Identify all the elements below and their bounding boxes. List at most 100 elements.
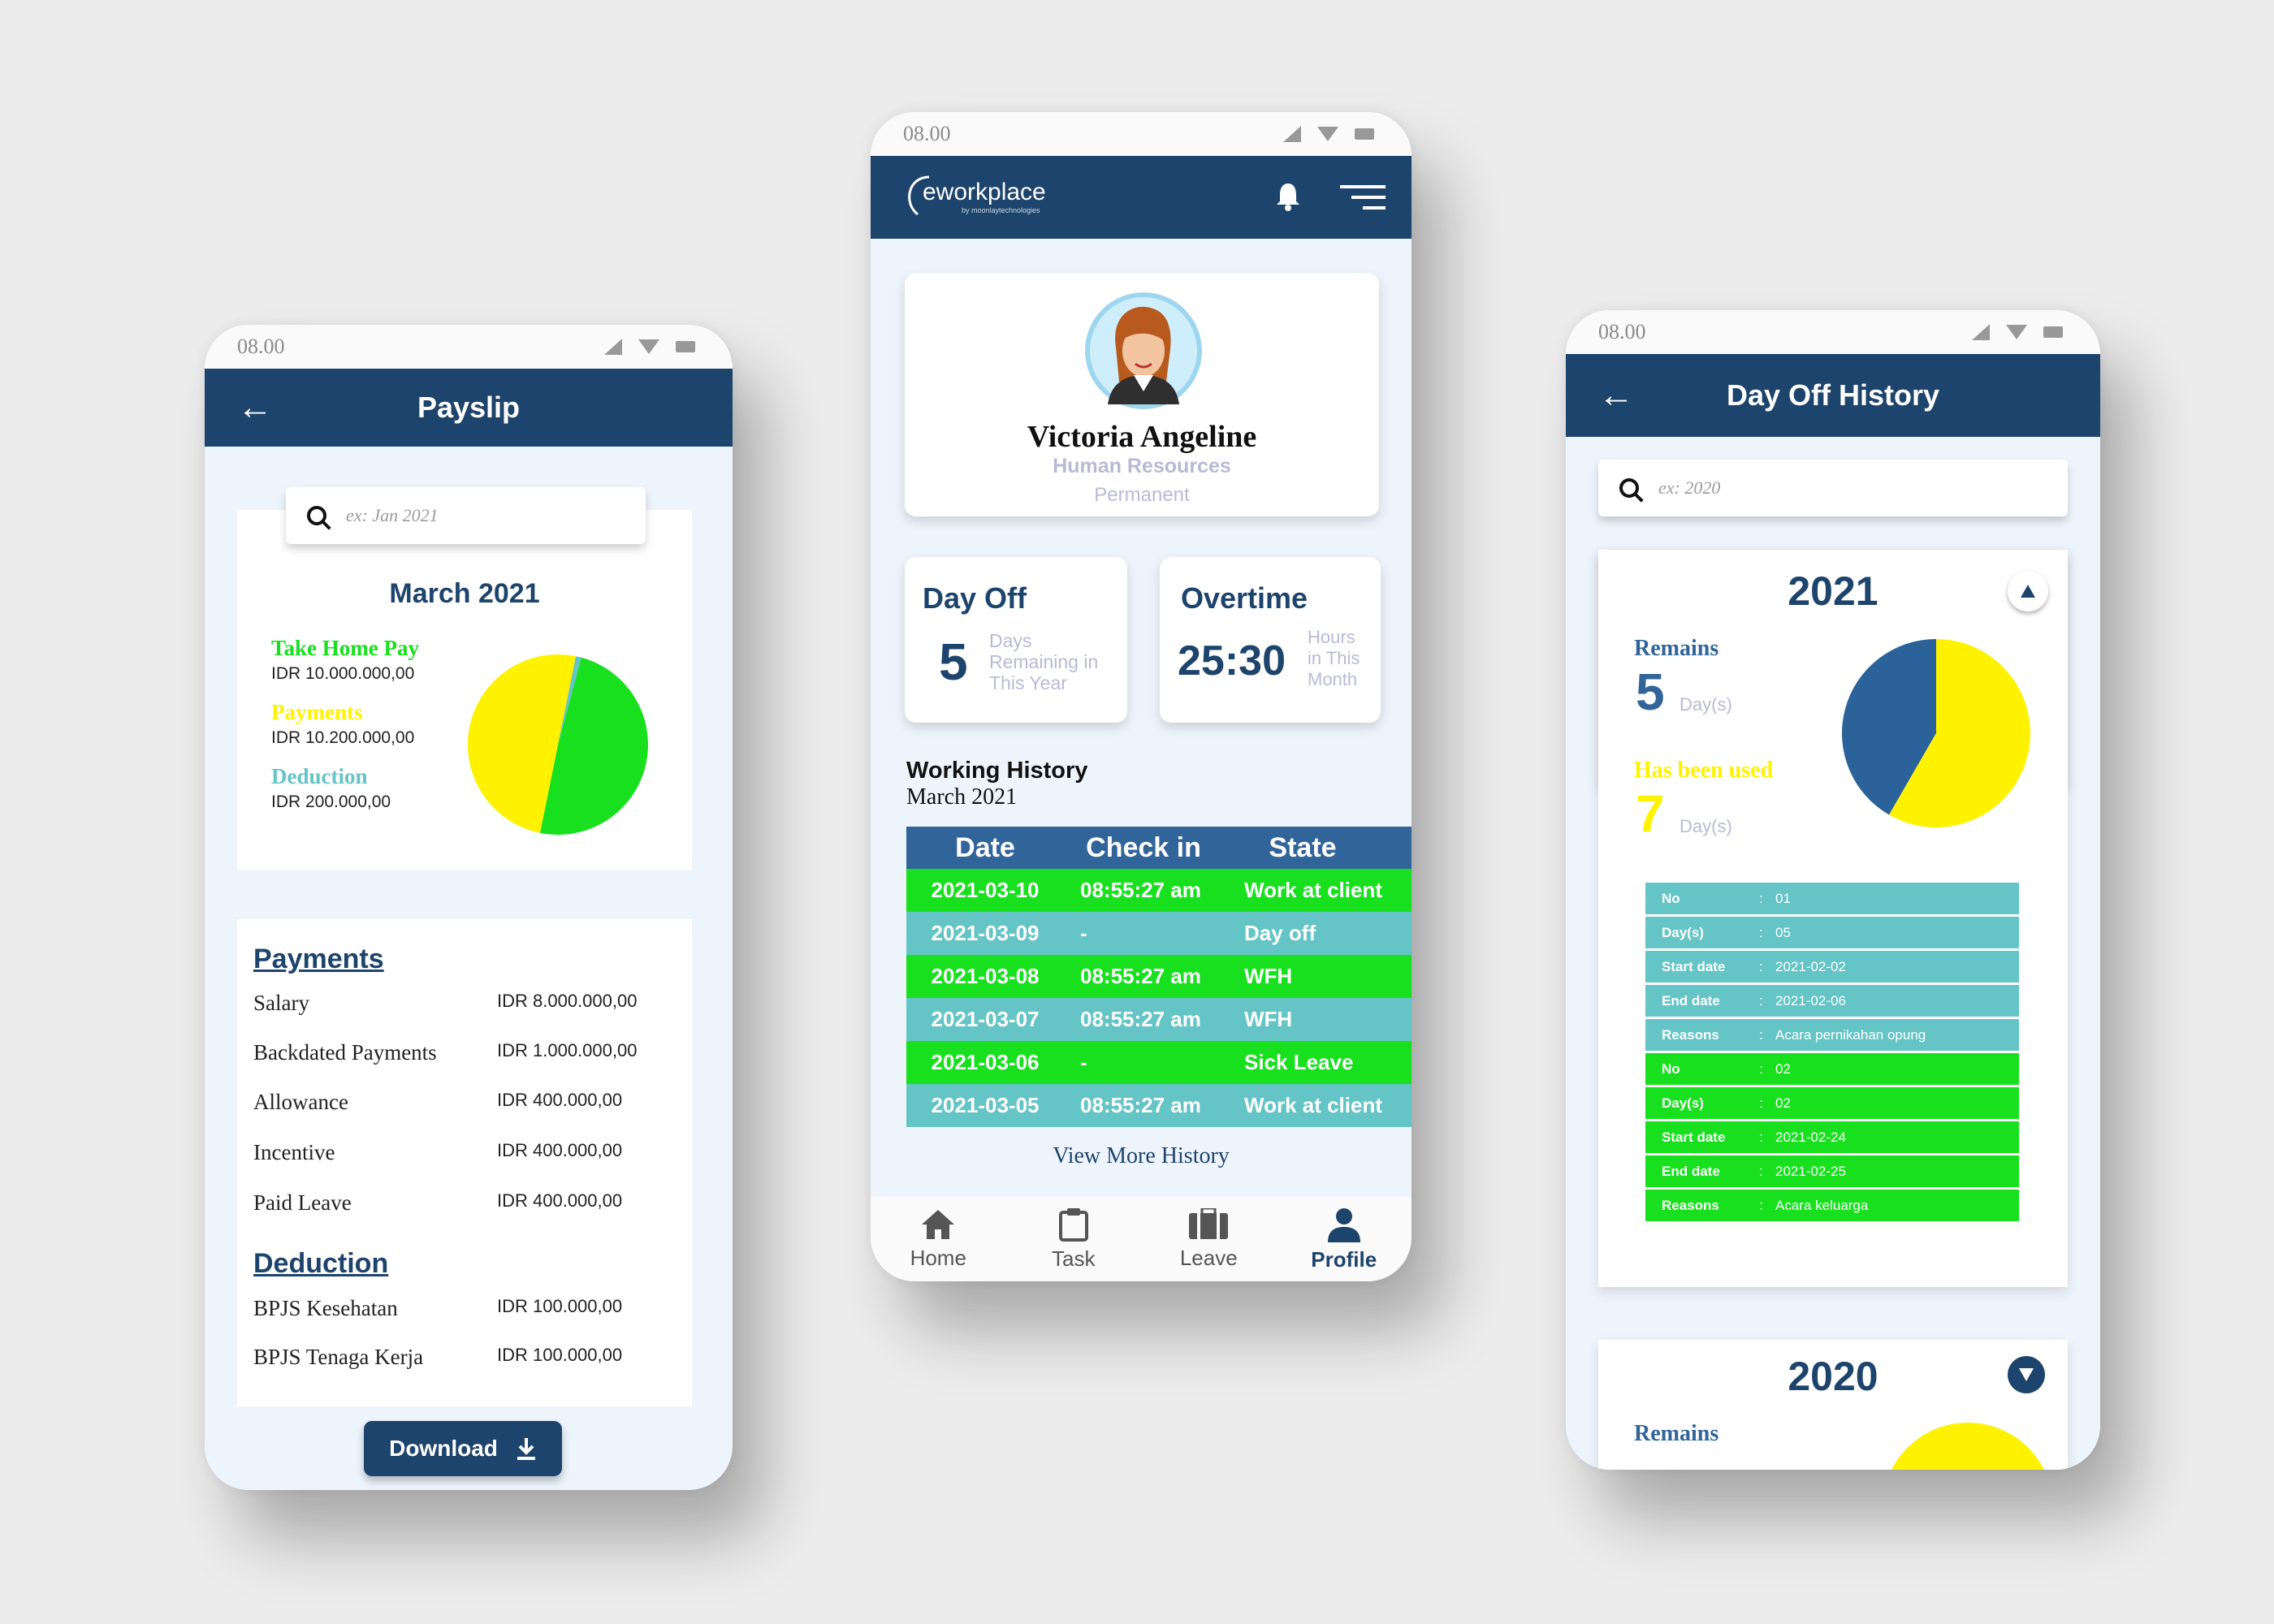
day-off-card[interactable]: Day Off 5 Days Remaining in This Year [905,557,1127,723]
overtime-title: Overtime [1181,581,1308,615]
cell-date: 2021-03-06 [931,1050,1040,1074]
download-icon [517,1438,535,1460]
nav-home[interactable]: Home [871,1197,1006,1281]
item-label: BPJS Kesehatan [253,1296,398,1320]
record-row: End date:2021-02-06 [1645,985,2019,1019]
download-button[interactable]: Download [364,1421,562,1476]
item-label: Paid Leave [253,1190,352,1215]
brand-logo: eworkplace by moonlaytechnologies [906,171,1046,216]
legend-label: Deduction [271,764,368,788]
dayoff-pie-slice-remains [1842,639,1936,815]
wifi-icon [1317,127,1338,141]
table-header: Date Check in State [906,827,1412,869]
dayoff-pie-slice-has-been-used [1889,639,2030,827]
used-value: 7 [1636,784,1665,843]
avatar [1085,292,1202,409]
cell-checkin: 08:55:27 am [1080,878,1201,902]
record-key: Day(s) [1662,1095,1704,1111]
overtime-card[interactable]: Overtime 25:30 Hours in This Month [1160,557,1381,723]
status-time: 08.00 [1598,320,1646,343]
search-icon [1619,478,1639,498]
expand-button[interactable] [2008,1356,2045,1393]
table-row[interactable]: 2021-03-06 - Sick Leave [906,1041,1412,1084]
cell-checkin: - [1080,1050,1087,1074]
logo-swoosh-icon [908,175,930,216]
used-label: Has been used [1634,758,1774,783]
record-key: End date [1662,1163,1720,1179]
legend-deduction: Deduction IDR 200.000,00 [271,764,419,812]
list-item: Allowance IDR 400.000,00 [253,1090,676,1115]
bell-icon[interactable] [1275,182,1301,211]
col-header: State [1269,831,1337,863]
record-value: 2021-02-24 [1775,1129,1846,1145]
cell-checkin: 08:55:27 am [1080,1093,1201,1117]
chevron-down-icon [2019,1368,2034,1381]
table-row[interactable]: 2021-03-10 08:55:27 am Work at client [906,869,1412,912]
legend-take-home: Take Home Pay IDR 10.000.000,00 [271,636,419,684]
clipboard-icon [1058,1207,1088,1242]
col-header: Check in [1086,831,1201,863]
payslip-phone: 08.00 ← Payslip March 2021 Take Home Pay… [205,325,733,1490]
profile-status: Permanent [1094,484,1190,506]
item-label: Backdated Payments [253,1040,437,1065]
item-value: IDR 1.000.000,00 [497,1040,638,1060]
nav-leave[interactable]: Leave [1141,1197,1277,1281]
wifi-icon [2006,325,2027,339]
search-input[interactable]: ex: 2020 [1658,477,1721,498]
item-value: IDR 100.000,00 [497,1296,623,1316]
search-bar[interactable]: ex: Jan 2021 [286,487,646,544]
payslip-pie-slice-deduction [558,656,581,745]
record-value: Acara pernikahan opung [1775,1026,1926,1043]
legend-label: Take Home Pay [271,636,419,660]
back-arrow-icon[interactable]: ← [1598,375,1634,415]
app-header: eworkplace by moonlaytechnologies [871,156,1412,239]
nav-task[interactable]: Task [1006,1197,1142,1281]
table-row[interactable]: 2021-03-05 08:55:27 am Work at client [906,1084,1412,1127]
chevron-up-icon [2021,585,2035,598]
item-value: IDR 8.000.000,00 [497,991,638,1011]
item-label: BPJS Tenaga Kerja [253,1345,424,1369]
record-group[interactable]: No:02 Day(s):02 Start date:2021-02-24 En… [1645,1053,2019,1224]
home-icon [922,1209,955,1239]
nav-profile[interactable]: Profile [1277,1197,1412,1281]
menu-icon[interactable] [1340,185,1386,209]
record-value: Acara keluarga [1775,1197,1869,1213]
search-bar[interactable]: ex: 2020 [1598,460,2068,516]
record-row: End date:2021-02-25 [1645,1155,2019,1190]
search-input[interactable]: ex: Jan 2021 [346,505,439,525]
history-table: Date Check in State 2021-03-10 08:55:27 … [906,827,1412,1127]
nav-label: Task [1052,1246,1096,1271]
cell-checkin: 08:55:27 am [1080,964,1201,988]
item-value: IDR 400.000,00 [497,1140,623,1160]
remains-label: Remains [1634,636,1719,661]
back-arrow-icon[interactable]: ← [237,387,273,427]
battery-icon [1355,128,1374,140]
payslip-header: ← Payslip [205,369,733,447]
person-icon [1327,1207,1360,1242]
cell-date: 2021-03-07 [931,1007,1040,1031]
luggage-icon [1189,1207,1229,1239]
used-unit: Day(s) [1680,816,1732,836]
table-row[interactable]: 2021-03-07 08:55:27 am WFH [906,998,1412,1041]
table-row[interactable]: 2021-03-08 08:55:27 am WFH [906,955,1412,998]
year-title: 2021 [1788,568,1878,614]
record-key: Reasons [1662,1026,1719,1043]
record-value: 2021-02-02 [1775,958,1846,974]
pie-legend: Take Home Pay IDR 10.000.000,00 Payments… [271,636,419,812]
record-value: 01 [1775,890,1791,906]
cell-state: Work at client [1244,1093,1383,1117]
history-title: Working History [906,758,1088,784]
legend-value: IDR 200.000,00 [271,793,391,811]
payslip-pie-slice-take-home-pay [539,657,648,835]
collapse-button[interactable] [2008,571,2048,611]
legend-payments: Payments IDR 10.200.000,00 [271,700,419,748]
remains-unit: Day(s) [1680,694,1732,715]
cell-state: Work at client [1244,878,1383,902]
view-more-link[interactable]: View More History [1053,1143,1230,1168]
table-row[interactable]: 2021-03-09 - Day off [906,912,1412,955]
wifi-icon [638,339,659,354]
list-item: Backdated Payments IDR 1.000.000,00 [253,1040,676,1065]
year-card-2020[interactable]: 2020 Remains [1598,1340,2068,1470]
record-group[interactable]: No:01 Day(s):05 Start date:2021-02-02 En… [1645,883,2019,1053]
day-off-caption: Days Remaining in This Year [989,630,1099,693]
